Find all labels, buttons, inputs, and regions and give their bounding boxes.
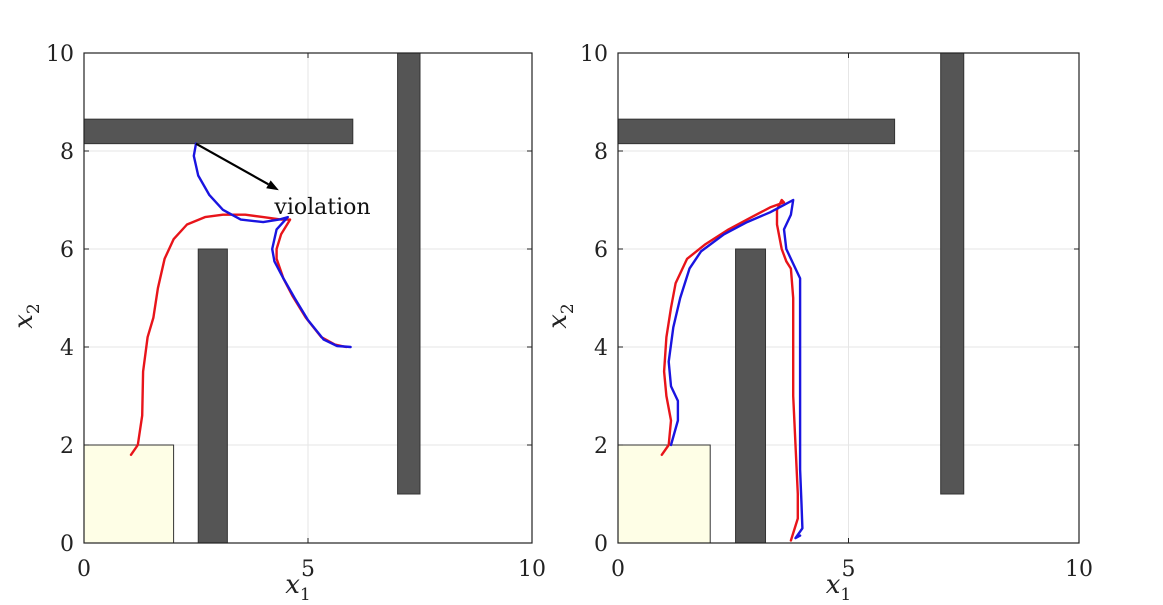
y-axis-label: x2 xyxy=(543,303,578,329)
x-tick-label: 0 xyxy=(77,557,91,582)
y-tick-label: 2 xyxy=(60,434,74,459)
x-axis-label-main: x xyxy=(826,570,841,600)
y-tick-label: 6 xyxy=(594,238,608,263)
trajectories xyxy=(129,142,352,456)
x-axis-label-sub: 1 xyxy=(840,585,851,605)
x-tick-label: 0 xyxy=(611,557,625,582)
y-tick-label: 0 xyxy=(594,532,608,557)
obstacle-middle-pillar xyxy=(197,248,228,544)
red-trajectory xyxy=(660,198,799,542)
x-tick-label: 5 xyxy=(842,557,856,582)
obstacle-right-pillar xyxy=(940,52,965,495)
y-tick-label: 2 xyxy=(594,434,608,459)
ticks: 0 5 10 0 2 4 6 8 10 xyxy=(580,42,1093,582)
y-tick-label: 0 xyxy=(60,532,74,557)
y-axis-label: x2 xyxy=(9,303,44,329)
y-axis-label-sub: 2 xyxy=(558,303,578,314)
y-axis-label-main: x xyxy=(9,314,39,329)
violation-annotation: violation xyxy=(195,142,371,220)
trajectories xyxy=(660,198,804,542)
y-tick-label: 4 xyxy=(594,336,608,361)
start-region xyxy=(83,444,175,544)
y-axis-label-sub: 2 xyxy=(24,303,44,314)
obstacle-middle-pillar xyxy=(735,248,767,544)
x-axis-label-sub: 1 xyxy=(300,585,311,605)
x-tick-label: 10 xyxy=(518,557,546,582)
y-tick-label: 8 xyxy=(60,140,74,165)
x-axis-label: x1 xyxy=(285,570,311,605)
y-tick-label: 10 xyxy=(46,42,74,67)
y-tick-label: 10 xyxy=(580,42,608,67)
violation-arrowhead xyxy=(266,180,279,191)
violation-label: violation xyxy=(273,195,370,220)
obstacles xyxy=(83,52,421,544)
obstacle-horizontal-wall xyxy=(83,118,354,145)
y-axis-label-main: x xyxy=(543,314,573,329)
blue-trajectory xyxy=(667,198,804,540)
obstacle-right-pillar xyxy=(397,52,421,495)
y-tick-label: 8 xyxy=(594,140,608,165)
x-tick-label: 10 xyxy=(1065,557,1093,582)
y-tick-label: 6 xyxy=(60,238,74,263)
x-axis-label-main: x xyxy=(285,570,300,600)
start-region xyxy=(617,444,711,544)
obstacles xyxy=(617,52,965,544)
obstacle-horizontal-wall xyxy=(617,118,896,145)
ticks: 0 5 10 0 2 4 6 8 10 xyxy=(46,42,546,582)
y-tick-label: 4 xyxy=(60,336,74,361)
blue-trajectory xyxy=(192,142,352,349)
x-tick-label: 5 xyxy=(301,557,315,582)
x-axis-label: x1 xyxy=(826,570,852,605)
violation-arrow xyxy=(195,142,269,186)
